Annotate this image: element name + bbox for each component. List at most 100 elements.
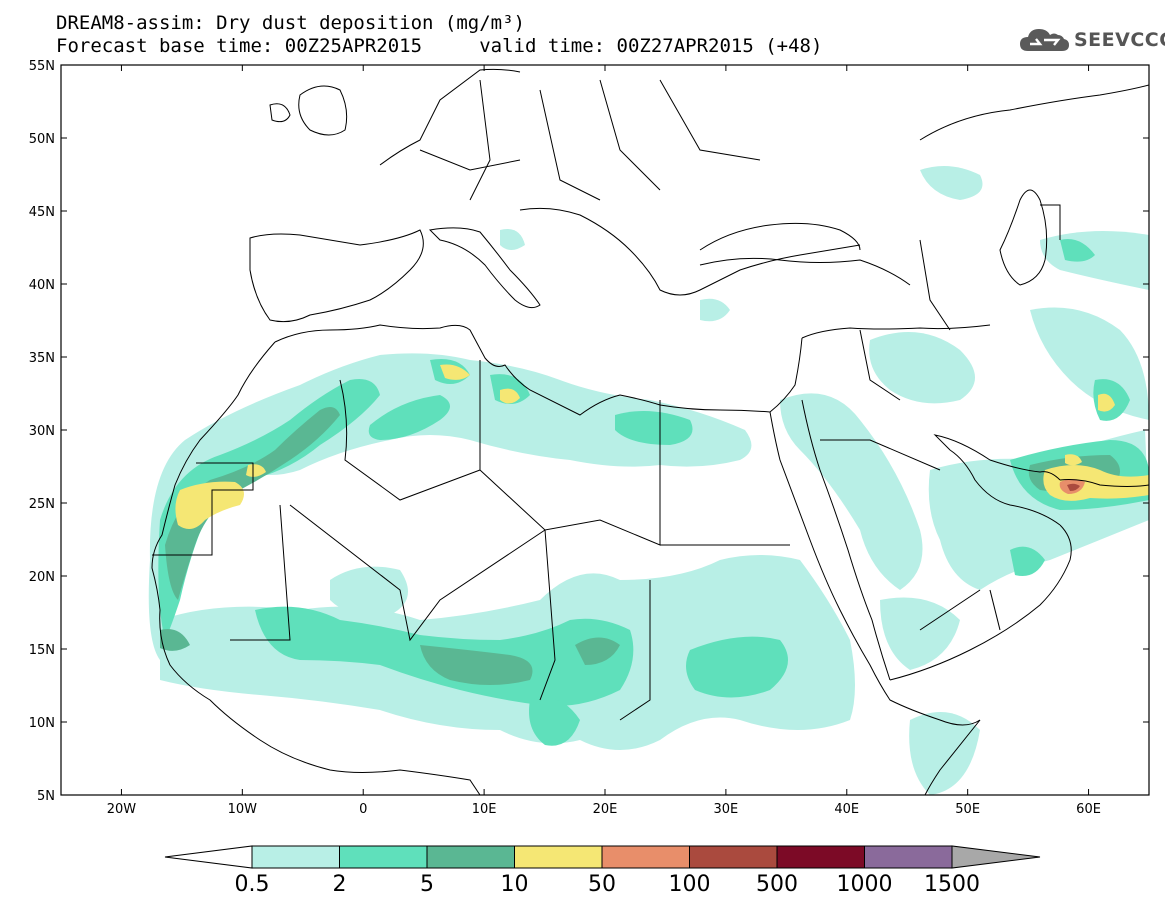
lat-tick-label: 35N xyxy=(29,351,55,366)
colorbar-label: 50 xyxy=(588,872,616,897)
dust-area-light xyxy=(700,298,730,322)
coastline-italy xyxy=(428,227,541,309)
border xyxy=(1040,204,1061,240)
dust-area-darkgreen xyxy=(160,629,190,651)
coastline-black-sea xyxy=(699,222,861,251)
lat-tick-label: 55N xyxy=(29,59,55,74)
dust-area-darkgreen xyxy=(165,406,340,600)
coastline-red-sea-east xyxy=(801,399,891,681)
dust-area-light xyxy=(1030,307,1149,420)
lon-tick-label: 20E xyxy=(593,802,618,817)
colorbar-cell xyxy=(514,845,603,869)
lon-tick-label: 10W xyxy=(228,802,258,817)
cloud-icon xyxy=(1020,29,1069,51)
colorbar-label: 500 xyxy=(756,872,798,897)
lat-tick-label: 50N xyxy=(29,132,55,147)
colorbar-min-triangle xyxy=(164,845,253,869)
dust-area-yellow xyxy=(440,364,470,380)
dust-area-light xyxy=(330,566,408,616)
forecast-times: Forecast base time: 00Z25APR2015 valid t… xyxy=(56,35,823,57)
border xyxy=(289,504,546,642)
dust-area-light xyxy=(920,166,983,200)
lon-tick-label: 60E xyxy=(1076,802,1101,817)
coastline-east-africa xyxy=(924,719,981,795)
coastline-caspian-north xyxy=(919,84,1149,141)
dust-area-darkgreen xyxy=(420,645,533,685)
dust-area-light xyxy=(780,393,923,590)
coastline-iran xyxy=(1059,479,1149,487)
colorbar-cell xyxy=(864,845,953,869)
border xyxy=(859,329,901,401)
coastlines-and-borders xyxy=(151,68,1149,795)
dust-area-light xyxy=(500,229,525,250)
logo-text: SEEVCCC xyxy=(1074,29,1165,51)
coastline-red-sea-west xyxy=(769,411,981,726)
coastline-arabia-south xyxy=(889,524,1072,681)
border xyxy=(479,400,661,546)
colorbar-label: 1500 xyxy=(924,872,980,897)
lat-tick-label: 30N xyxy=(29,424,55,439)
border xyxy=(820,439,941,471)
coastline-caspian xyxy=(999,189,1048,286)
lat-tick-label: 15N xyxy=(29,643,55,658)
coastline-britain xyxy=(298,85,348,136)
coastline-levant xyxy=(801,324,991,339)
dust-area-green xyxy=(368,395,450,440)
dust-area-green xyxy=(529,697,580,746)
latitude-axis: 55N 50N 45N 40N 35N 30N 25N 20N 15N 10N 5N xyxy=(29,59,1149,804)
lon-tick-label: 30E xyxy=(714,802,739,817)
lon-tick-label: 10E xyxy=(472,802,497,817)
border xyxy=(539,529,556,701)
colorbar-cell xyxy=(251,845,340,869)
dust-area-yellow xyxy=(1065,454,1082,466)
dust-area-yellow xyxy=(175,481,244,529)
colorbar-cell xyxy=(426,845,515,869)
colorbar: 0.5 2 5 10 50 100 500 1000 1500 xyxy=(164,845,1041,897)
dust-area-yellow xyxy=(1098,393,1115,412)
dust-area-light xyxy=(869,332,975,404)
lat-tick-label: 40N xyxy=(29,278,55,293)
border xyxy=(152,462,254,556)
map-title: DREAM8-assim: Dry dust deposition (mg/m³… xyxy=(56,12,525,34)
lat-tick-label: 25N xyxy=(29,497,55,512)
dust-area-green xyxy=(1060,239,1095,262)
dust-area-green xyxy=(686,636,788,698)
dust-area-light xyxy=(1040,231,1149,290)
dust-area-light xyxy=(880,597,960,670)
border xyxy=(469,79,491,201)
coastline-balkans xyxy=(519,207,861,296)
colorbar-max-triangle xyxy=(951,845,1041,869)
colorbar-cell xyxy=(776,845,865,869)
border xyxy=(919,589,981,631)
seevccc-logo: SEEVCCC xyxy=(1018,26,1165,54)
colorbar-label: 5 xyxy=(420,872,434,897)
coastline-north-africa xyxy=(274,324,803,416)
border xyxy=(659,79,761,161)
longitude-axis: 20W 10W 0 10E 20E 30E 40E 50E 60E xyxy=(107,65,1101,817)
coastline-europe-north xyxy=(379,68,521,166)
border xyxy=(919,239,951,331)
coastline-persian-gulf xyxy=(933,434,1061,526)
lon-tick-label: 40E xyxy=(834,802,859,817)
border xyxy=(230,504,291,641)
dust-area-darkgreen xyxy=(575,637,620,665)
border xyxy=(419,149,521,171)
coastline-africa-west xyxy=(151,341,481,795)
colorbar-label: 2 xyxy=(333,872,347,897)
colorbar-label: 10 xyxy=(501,872,529,897)
colorbar-cell xyxy=(339,845,428,869)
border xyxy=(539,89,601,201)
lon-tick-label: 0 xyxy=(359,802,367,817)
colorbar-label: 100 xyxy=(669,872,711,897)
dust-area-yellow xyxy=(246,464,266,477)
dust-area-brown xyxy=(1067,483,1080,491)
dust-area-green xyxy=(615,411,693,445)
border xyxy=(989,589,1001,631)
colorbar-label: 0.5 xyxy=(235,872,270,897)
colorbar-label: 1000 xyxy=(837,872,893,897)
lon-tick-label: 50E xyxy=(955,802,980,817)
border xyxy=(599,79,661,191)
lat-tick-label: 5N xyxy=(37,789,55,804)
coastline-turkey xyxy=(699,257,911,286)
